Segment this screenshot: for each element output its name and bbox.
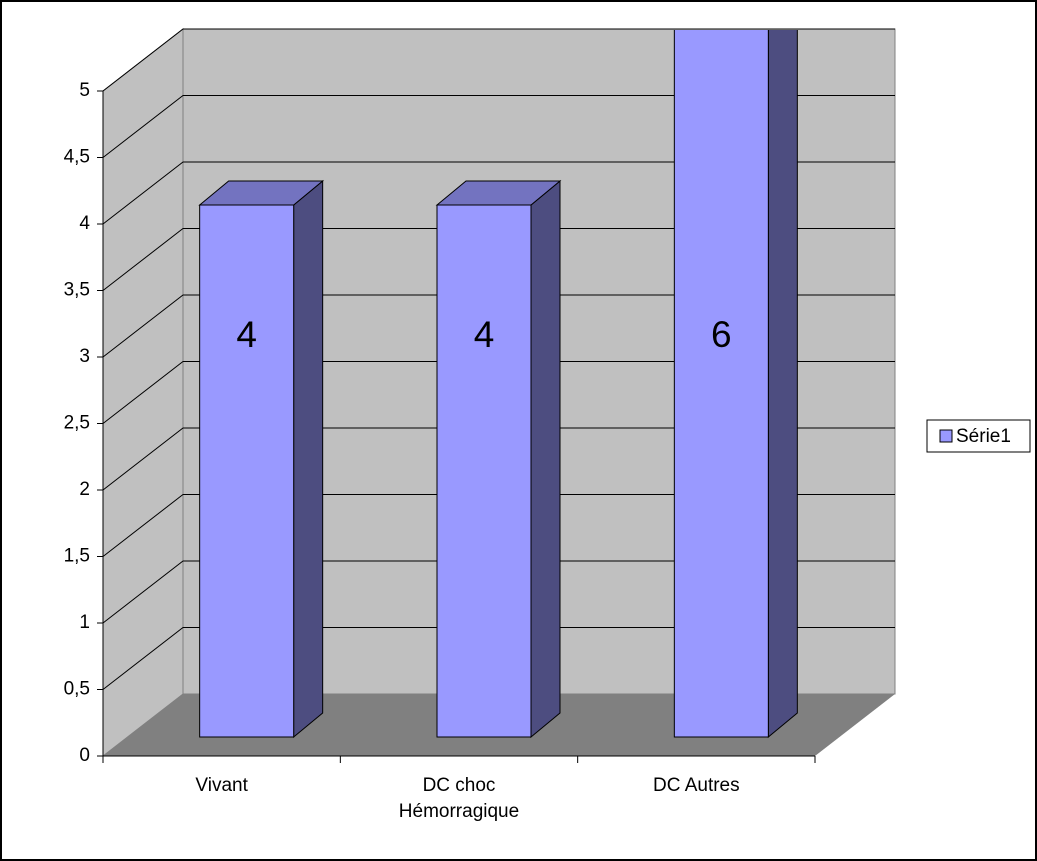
grid-line (102, 427, 895, 491)
x-tick-label: Vivant (195, 775, 248, 796)
bar (673, 30, 769, 738)
grid-line (102, 95, 895, 158)
grid-line (102, 228, 895, 291)
legend-swatch (939, 429, 953, 443)
x-tick-label: DC Autres (653, 775, 740, 796)
x-tick-label: DC choc Hémorragique (398, 775, 520, 822)
bar (436, 204, 532, 738)
y-tick-label: 2 (79, 479, 90, 500)
bar-side (530, 179, 561, 739)
data-label: 6 (711, 314, 732, 355)
y-tick-label: 5 (79, 80, 90, 101)
y-tick-label: 4 (79, 213, 90, 234)
bar-side (767, 30, 798, 739)
y-tick-label: 4,5 (64, 147, 90, 168)
y-tick-label: 3,5 (64, 280, 90, 301)
y-tick-label: 0 (79, 745, 90, 766)
grid-line (102, 627, 895, 690)
y-tick-label: 2,5 (64, 413, 90, 434)
y-tick-label: 0,5 (64, 679, 90, 700)
data-label: 4 (236, 314, 257, 355)
data-label: 4 (474, 314, 495, 355)
bar-side (293, 179, 324, 739)
y-tick-label: 1,5 (64, 546, 90, 567)
bar (199, 204, 295, 738)
grid-line (102, 560, 895, 624)
grid-line (102, 294, 895, 358)
legend-label: Série1 (956, 426, 1011, 447)
y-tick-label: 1 (79, 612, 90, 633)
grid-line (102, 494, 895, 557)
grid-line (102, 361, 895, 424)
y-tick-label: 3 (79, 346, 90, 367)
grid-line (102, 161, 895, 225)
grid-line (102, 28, 895, 92)
